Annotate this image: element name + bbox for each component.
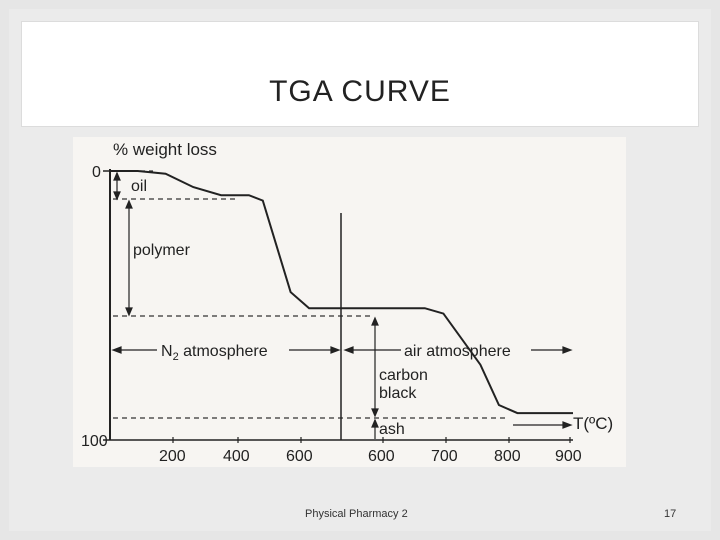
- tga-chart: % weight loss 0 100 200 400 600 600 700 …: [73, 137, 626, 467]
- polymer-label: polymer: [133, 242, 191, 259]
- x-tick-label-900: 900: [555, 448, 582, 465]
- n2-atmosphere-suffix: atmosphere: [179, 343, 268, 360]
- n2-subscript: 2: [173, 351, 179, 363]
- x-tick-label-600b: 600: [368, 448, 395, 465]
- oil-label: oil: [131, 178, 147, 195]
- title-box: TGA CURVE: [22, 22, 698, 126]
- y-tick-label-0: 0: [92, 164, 101, 181]
- x-tick-label-600a: 600: [286, 448, 313, 465]
- slide-footer: Physical Pharmacy 2: [305, 508, 408, 520]
- x-axis-label: T(ºC): [573, 414, 613, 433]
- x-tick-label-200: 200: [159, 448, 186, 465]
- level-lines: [113, 170, 506, 419]
- x-tick-label-400: 400: [223, 448, 250, 465]
- x-tick-label-800: 800: [494, 448, 521, 465]
- page-number: 17: [664, 508, 677, 520]
- n2-atmosphere-arrow: [111, 346, 341, 354]
- temperature-arrow: [513, 421, 573, 429]
- x-tick-marks: [172, 437, 571, 443]
- slide-title: TGA CURVE: [269, 75, 451, 108]
- ash-label: ash: [379, 421, 405, 438]
- oil-arrow: [113, 171, 121, 201]
- black-label: black: [379, 385, 417, 402]
- n2-letter: N: [161, 343, 173, 360]
- n2-atmosphere-label: N2 atmosphere: [161, 343, 268, 363]
- ash-arrow: [371, 418, 379, 439]
- tga-chart-svg: % weight loss 0 100 200 400 600 600 700 …: [81, 140, 613, 465]
- air-atmosphere-arrow: [343, 346, 573, 354]
- y-axis-label: % weight loss: [113, 140, 217, 159]
- tga-curve: [110, 170, 573, 415]
- carbon-label: carbon: [379, 367, 428, 384]
- x-tick-label-700: 700: [431, 448, 458, 465]
- polymer-arrow: [125, 199, 133, 317]
- air-atmosphere-label: air atmosphere: [404, 343, 511, 360]
- y-tick-label-100: 100: [81, 433, 108, 450]
- carbon-black-arrow: [371, 316, 379, 418]
